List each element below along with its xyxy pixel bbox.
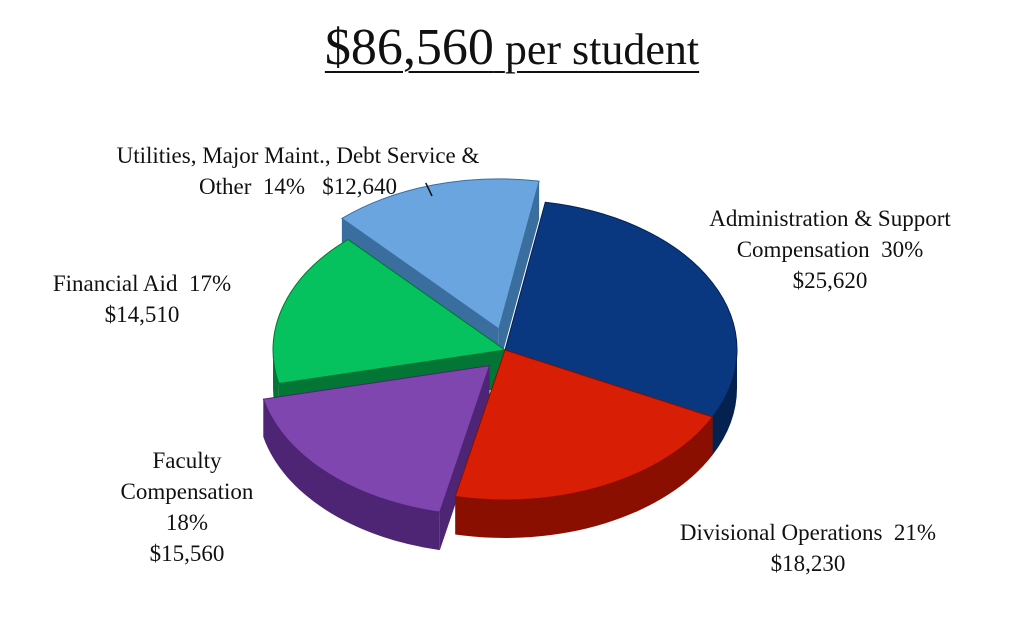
label-administration-line1: Administration & Support [709, 206, 951, 231]
chart-title: $86,560 per student [0, 18, 1024, 80]
label-administration: Administration & Support Compensation 30… [680, 203, 980, 296]
pie-slices [262, 178, 738, 551]
label-faculty-line1: Faculty [152, 448, 222, 473]
slice-faculty-side [263, 399, 440, 551]
label-financial-aid: Financial Aid 17% $14,510 [22, 268, 262, 330]
slice-faculty [262, 365, 491, 551]
label-faculty-line2: Compensation [120, 479, 254, 504]
slice-financial-aid-top [272, 238, 507, 385]
label-utilities: Utilities, Major Maint., Debt Service & … [68, 140, 528, 202]
label-utilities-line2: Other 14% $12,640 [198, 174, 398, 199]
slice-faculty-wall-0 [439, 365, 490, 551]
label-divisional-line1: Divisional Operations 21% [679, 520, 937, 545]
label-administration-value: $25,620 [792, 268, 868, 293]
slice-faculty-top [262, 365, 491, 513]
label-divisional-value: $18,230 [770, 551, 846, 576]
leader-line-utilities [425, 182, 433, 197]
label-financial-aid-value: $14,510 [104, 302, 180, 327]
slice-utilities-top [340, 178, 540, 330]
label-administration-line2: Compensation 30% [736, 237, 924, 262]
label-faculty-percent: 18% [165, 510, 209, 535]
slice-divisional [454, 349, 714, 538]
label-faculty: Faculty Compensation 18% $15,560 [92, 445, 282, 569]
label-divisional: Divisional Operations 21% $18,230 [648, 517, 968, 579]
slice-administration-top [504, 201, 738, 418]
label-financial-aid-line1: Financial Aid 17% [52, 271, 232, 296]
title-amount: $86,560 [324, 19, 494, 76]
slice-divisional-side [455, 417, 713, 538]
title-suffix: per student [504, 25, 700, 74]
slice-utilities-wall-1 [498, 181, 540, 367]
slice-divisional-top [454, 349, 714, 501]
slice-administration-side [712, 350, 737, 456]
label-faculty-value: $15,560 [149, 541, 225, 566]
label-utilities-line1: Utilities, Major Maint., Debt Service & [116, 143, 480, 168]
